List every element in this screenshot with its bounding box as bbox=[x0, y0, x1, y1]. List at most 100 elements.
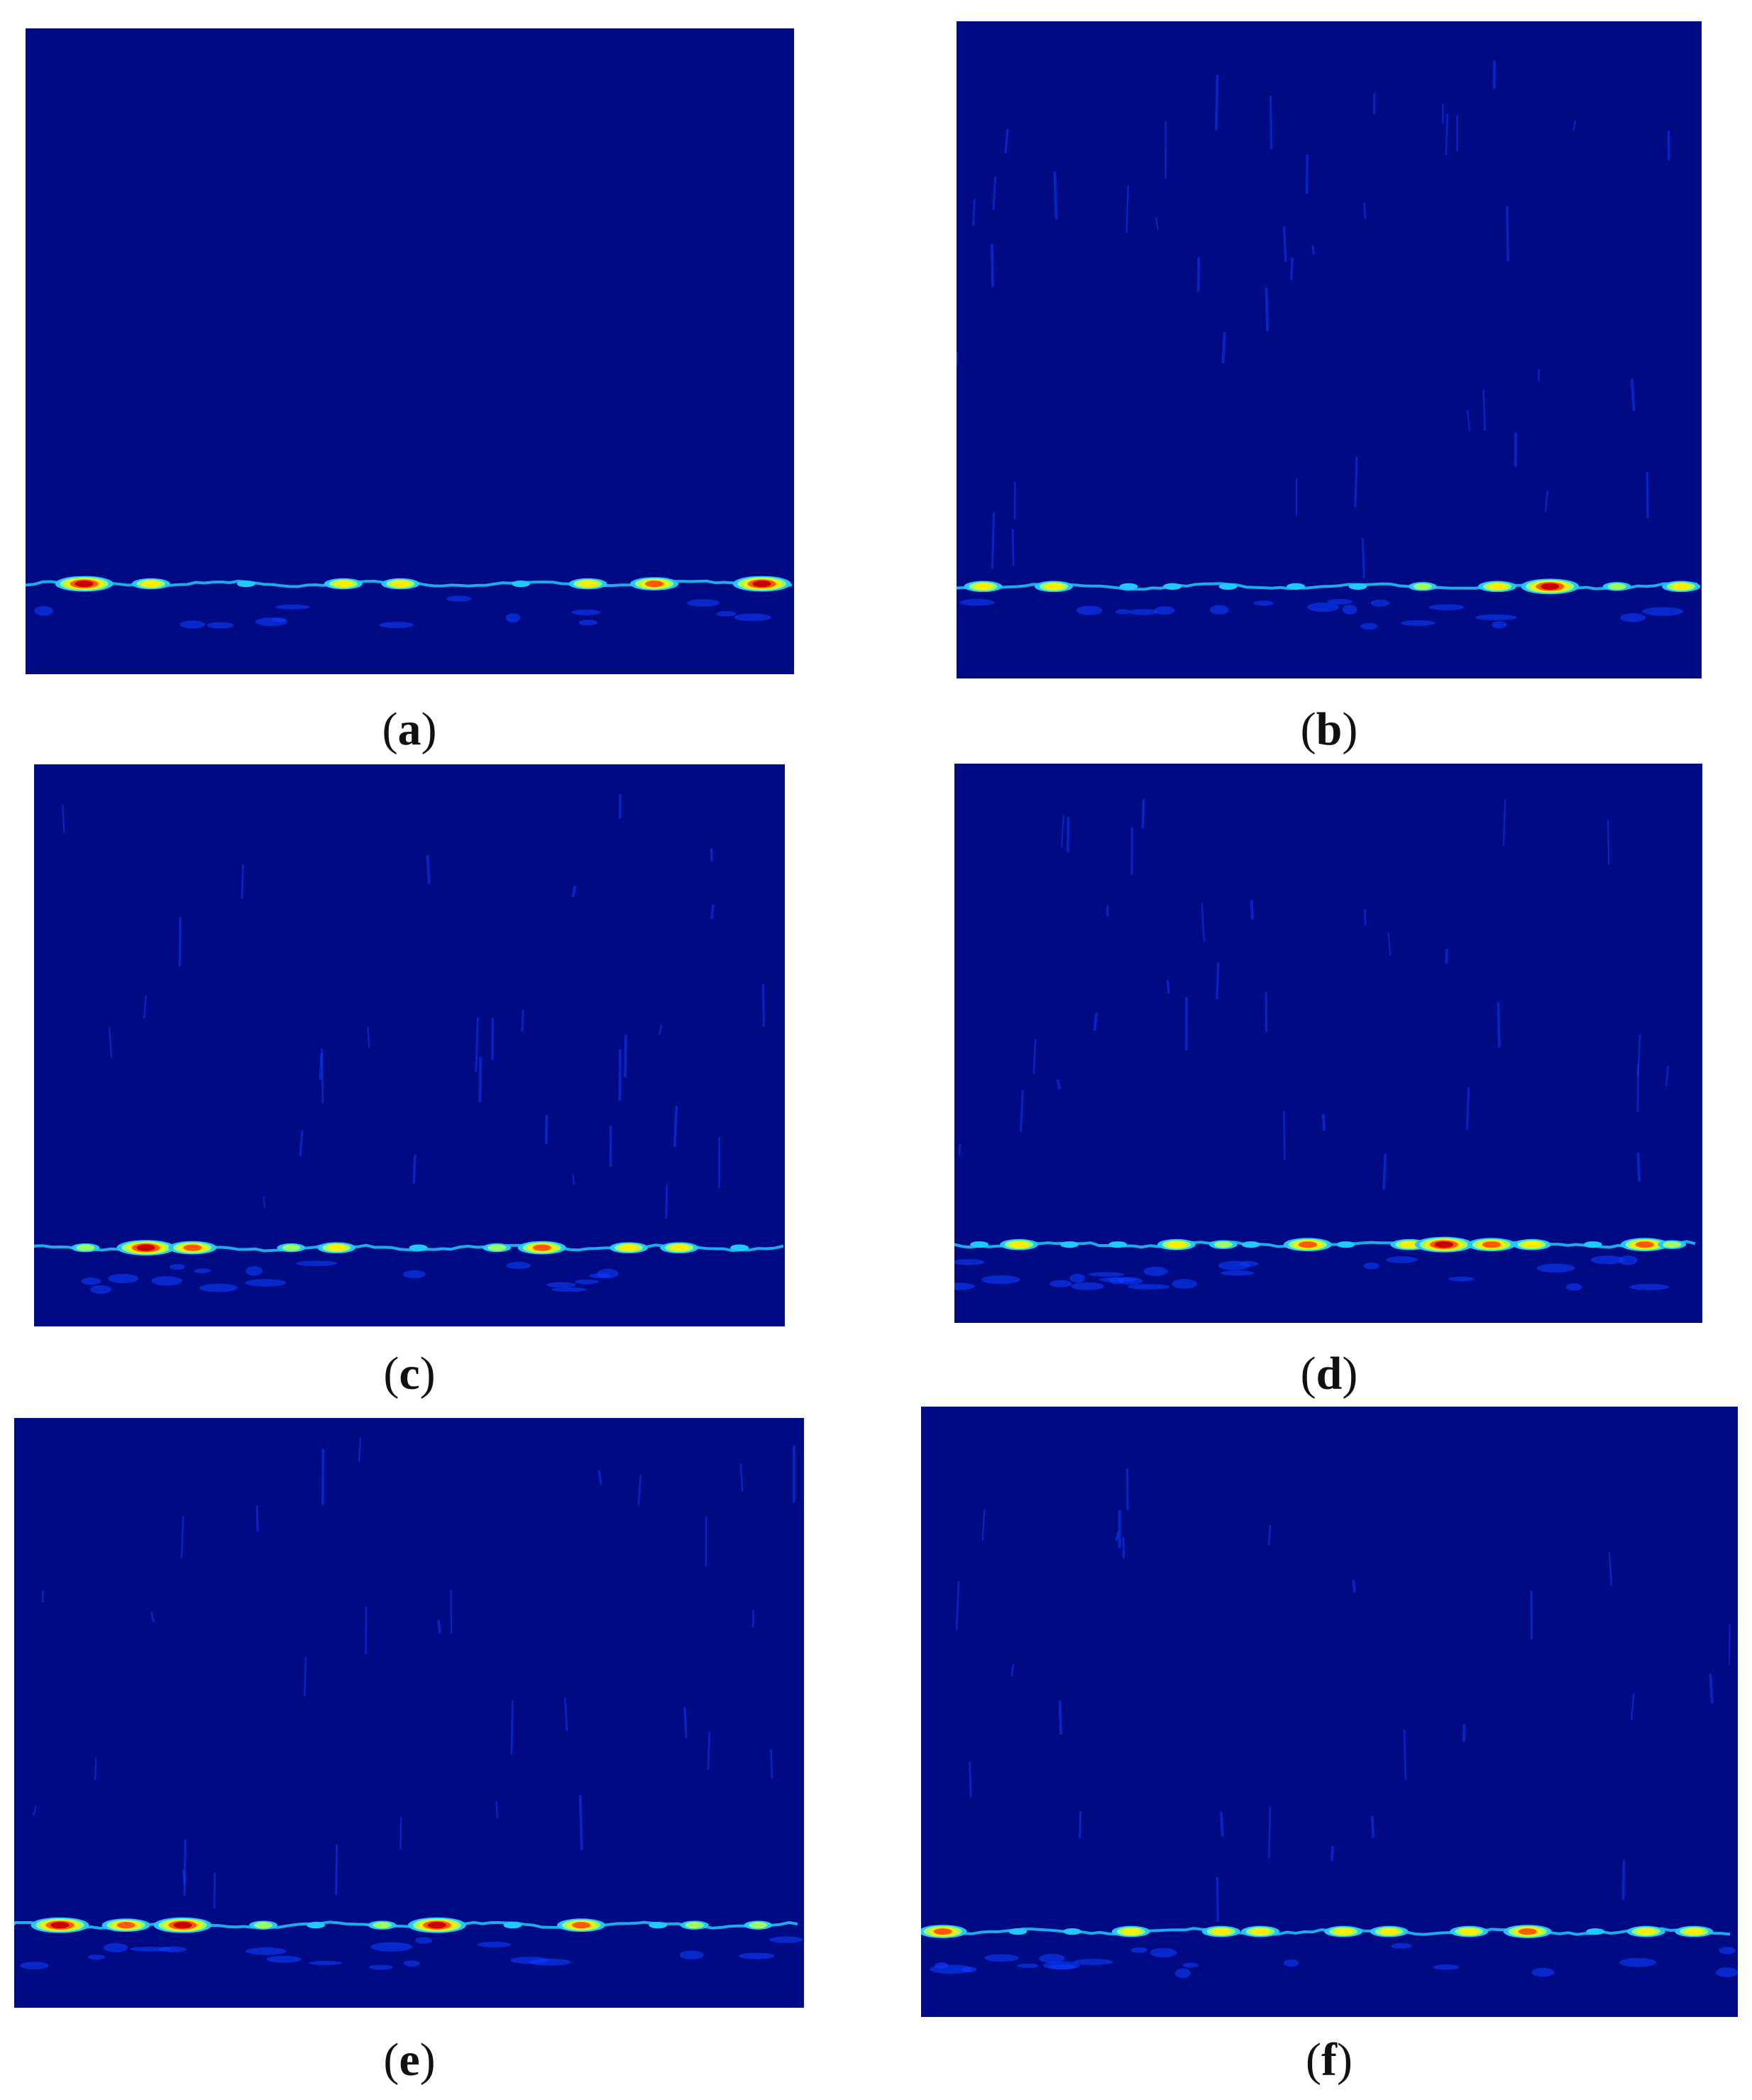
noise-streak bbox=[1269, 95, 1273, 150]
noise-streak bbox=[1502, 799, 1506, 847]
energy-hotspot bbox=[381, 578, 420, 590]
energy-hotspot bbox=[101, 1918, 150, 1933]
noise-streak bbox=[1141, 798, 1145, 829]
sub-band-blob bbox=[20, 1962, 49, 1969]
noise-streak bbox=[365, 1606, 368, 1655]
noise-streak bbox=[475, 1017, 479, 1073]
energy-hotspot bbox=[31, 1917, 89, 1933]
caption-d: (d) bbox=[1300, 1348, 1358, 1400]
energy-hotspot bbox=[732, 576, 791, 592]
sub-band-blob bbox=[529, 1958, 571, 1966]
sub-band-blob bbox=[1475, 614, 1517, 620]
sub-band-blob bbox=[379, 622, 414, 629]
noise-streak bbox=[1265, 287, 1269, 332]
noise-streak bbox=[335, 1844, 338, 1895]
sub-band-blob bbox=[1619, 1957, 1657, 1967]
sub-band-blob bbox=[1531, 1967, 1555, 1977]
sub-band-blob bbox=[578, 620, 598, 626]
energy-hotspot bbox=[1626, 1925, 1665, 1937]
noise-streak bbox=[1631, 1693, 1635, 1721]
noise-streak bbox=[1125, 185, 1129, 233]
noise-streak bbox=[1004, 128, 1009, 154]
noise-streak bbox=[544, 1114, 549, 1145]
noise-streak bbox=[62, 804, 65, 834]
noise-streak bbox=[1330, 1845, 1334, 1862]
energy-hotspot bbox=[1108, 1241, 1128, 1248]
sub-band-blob bbox=[87, 1955, 106, 1960]
spectrogram-panel-e bbox=[14, 1418, 804, 2008]
noise-streak bbox=[358, 1437, 362, 1462]
energy-hotspot bbox=[503, 1922, 522, 1929]
noise-streak bbox=[1289, 257, 1294, 280]
spectrogram-panel-a bbox=[26, 28, 794, 674]
noise-streak bbox=[1387, 933, 1392, 956]
sub-band-blob bbox=[1150, 1947, 1177, 1958]
spectrogram-panel-c bbox=[34, 764, 785, 1326]
noise-streak bbox=[991, 512, 996, 570]
sub-band-blob bbox=[151, 1276, 183, 1286]
spectrogram-panel-f bbox=[921, 1407, 1738, 2017]
noise-streak bbox=[1268, 1806, 1271, 1859]
sub-band-blob bbox=[370, 1942, 413, 1952]
noise-streak bbox=[1311, 245, 1315, 255]
energy-hotspot bbox=[517, 1241, 566, 1255]
energy-hotspot bbox=[1477, 581, 1516, 593]
spectrogram-plot-d bbox=[954, 798, 1696, 1291]
noise-streak bbox=[673, 1106, 678, 1148]
sub-band-blob bbox=[1307, 603, 1340, 612]
noise-streak bbox=[1216, 962, 1220, 1000]
noise-streak bbox=[1061, 815, 1064, 848]
noise-streak bbox=[665, 1184, 668, 1219]
sub-band-blob bbox=[575, 1279, 599, 1285]
energy-hotspot bbox=[568, 578, 607, 590]
noise-streak bbox=[1010, 1664, 1015, 1677]
noise-streak bbox=[578, 1795, 583, 1851]
sub-band-blob bbox=[404, 1960, 420, 1967]
caption-b-letter: b bbox=[1316, 703, 1343, 755]
noise-streak bbox=[1115, 1531, 1120, 1541]
sub-band-blob bbox=[1049, 1964, 1076, 1969]
energy-hotspot bbox=[1157, 1238, 1196, 1250]
noise-streak bbox=[761, 984, 765, 1027]
sub-band-blob bbox=[414, 1937, 433, 1944]
energy-hotspot bbox=[55, 576, 114, 592]
caption-a-letter: a bbox=[397, 703, 422, 755]
noise-streak bbox=[1267, 1524, 1272, 1546]
noise-streak bbox=[426, 854, 431, 884]
noise-streak bbox=[255, 1505, 259, 1532]
caption-a: (a) bbox=[382, 703, 437, 755]
energy-hotspot bbox=[1675, 1925, 1714, 1937]
noise-streak bbox=[94, 1757, 97, 1781]
sub-band-blob bbox=[180, 620, 205, 629]
energy-hotspot bbox=[368, 1920, 397, 1930]
noise-streak bbox=[571, 885, 577, 898]
noise-streak bbox=[1032, 1038, 1037, 1074]
spectrogram-plot-f bbox=[921, 1468, 1738, 1979]
energy-hotspot bbox=[277, 1243, 306, 1253]
sub-band-blob bbox=[477, 1941, 512, 1947]
energy-hotspot bbox=[409, 1244, 428, 1251]
noise-streak bbox=[1201, 903, 1205, 942]
energy-hotspot bbox=[557, 1918, 606, 1933]
noise-streak bbox=[707, 1731, 711, 1770]
sub-band-blob bbox=[34, 605, 54, 616]
noise-streak bbox=[1709, 1673, 1714, 1704]
sub-band-blob bbox=[1590, 1255, 1625, 1265]
energy-hotspot bbox=[1283, 1238, 1332, 1252]
noise-streak bbox=[1282, 226, 1287, 263]
noise-streak bbox=[1497, 1001, 1501, 1048]
energy-hotspot bbox=[1218, 583, 1238, 590]
sub-band-blob bbox=[1391, 1942, 1412, 1949]
sub-band-blob bbox=[266, 1955, 302, 1963]
caption-f: (f) bbox=[1306, 2034, 1352, 2086]
sub-band-blob bbox=[1210, 605, 1229, 615]
sub-band-blob bbox=[194, 1268, 211, 1274]
energy-hotspot bbox=[730, 1244, 749, 1251]
sub-band-blob bbox=[934, 1962, 949, 1969]
sub-band-blob bbox=[546, 1282, 576, 1288]
noise-streak bbox=[624, 1034, 627, 1078]
sub-band-blob bbox=[597, 1268, 619, 1279]
energy-hotspot bbox=[1336, 1241, 1355, 1248]
sub-band-blob bbox=[1076, 605, 1103, 615]
noise-streak bbox=[521, 1009, 524, 1033]
